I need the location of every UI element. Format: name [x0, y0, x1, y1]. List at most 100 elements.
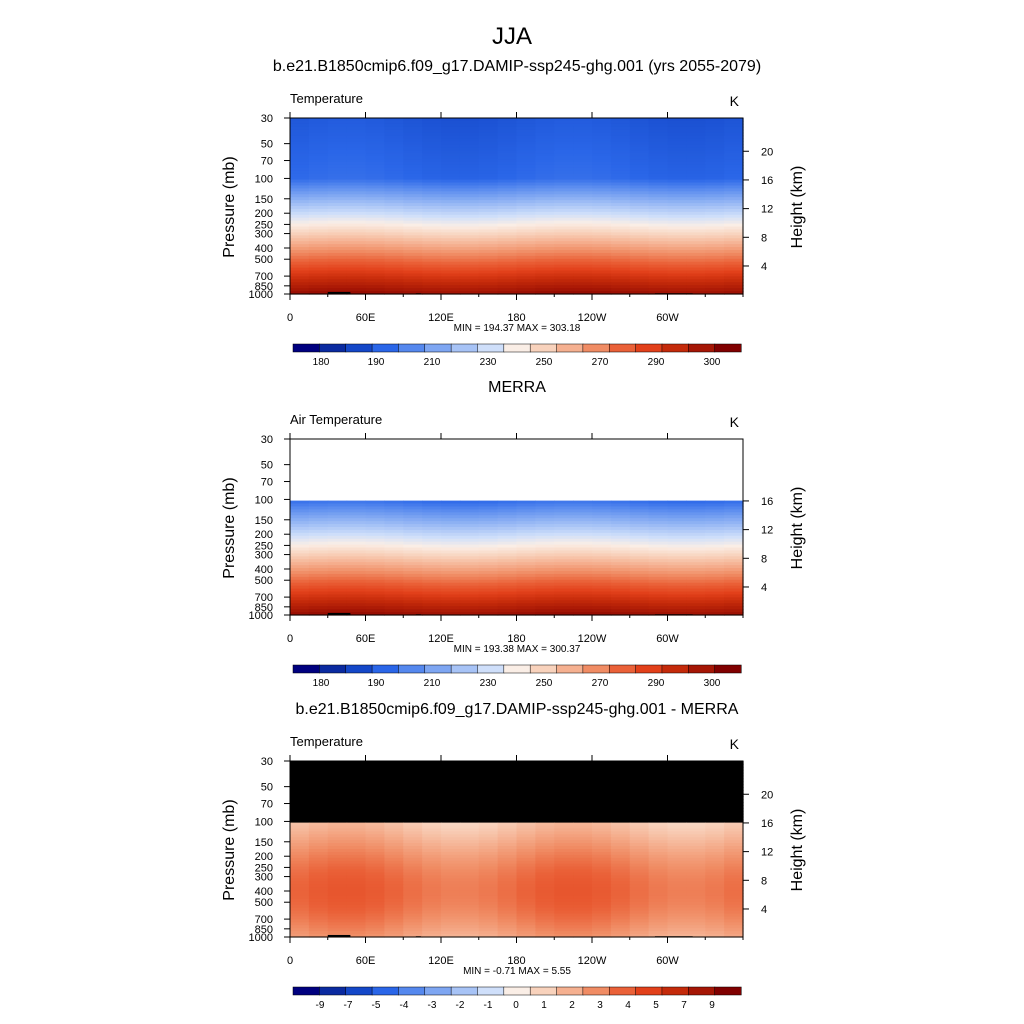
field-cell: [441, 255, 461, 260]
field-cell: [648, 819, 669, 824]
field-cell: [573, 150, 593, 154]
field-cell: [346, 898, 367, 903]
field-cell: [629, 840, 650, 844]
field-cell: [648, 807, 669, 812]
field-cell: [686, 890, 706, 894]
field-cell: [478, 509, 499, 513]
field-cell: [516, 276, 536, 280]
field-cell: [384, 441, 404, 446]
field-cell: [346, 203, 367, 207]
field-cell: [497, 527, 518, 531]
field-cell: [327, 497, 348, 502]
field-cell: [686, 497, 706, 502]
field-cell: [648, 156, 669, 160]
field-cell: [648, 474, 669, 478]
field-cell: [346, 524, 367, 528]
field-cell: [724, 439, 744, 443]
field-cell: [290, 252, 310, 257]
colorbar-swatch: [319, 986, 347, 996]
field-cell: [535, 474, 555, 478]
field-cell: [535, 468, 555, 472]
field-cell: [629, 129, 650, 134]
field-cell: [554, 840, 574, 844]
field-cell: [308, 860, 329, 865]
field-cell: [610, 141, 631, 145]
field-cell: [422, 893, 442, 897]
field-cell: [573, 913, 593, 918]
field-cell: [535, 802, 555, 806]
field-cell: [667, 188, 687, 192]
field-cell: [422, 441, 442, 446]
field-cell: [290, 459, 310, 464]
field-cell: [497, 579, 518, 584]
field-cell: [610, 188, 631, 192]
field-cell: [403, 270, 423, 275]
field-cell: [592, 796, 612, 800]
field-cell: [648, 787, 669, 791]
field-cell: [384, 550, 404, 554]
field-cell: [346, 796, 367, 800]
field-cell: [629, 250, 650, 254]
field-cell: [686, 480, 706, 484]
field-cell: [441, 200, 461, 204]
field-cell: [403, 597, 423, 601]
field-cell: [686, 185, 706, 189]
field-cell: [308, 480, 329, 484]
field-cell: [592, 194, 612, 198]
field-cell: [290, 118, 310, 122]
field-cell: [459, 787, 480, 791]
figure-title: JJA: [492, 23, 532, 50]
field-cell: [573, 763, 593, 768]
field-cell: [441, 238, 461, 242]
field-cell: [497, 288, 518, 292]
field-cell: [573, 273, 593, 277]
field-cell: [573, 895, 593, 900]
field-cell: [441, 456, 461, 461]
field-cell: [535, 491, 555, 496]
field-cell: [667, 129, 687, 134]
field-cell: [554, 153, 574, 157]
field-cell: [403, 544, 423, 549]
field-cell: [705, 167, 725, 172]
field-cell: [308, 544, 329, 549]
field-cell: [648, 790, 669, 794]
field-cell: [648, 556, 669, 560]
field-cell: [686, 763, 706, 768]
field-cell: [610, 807, 631, 812]
field-cell: [422, 571, 442, 575]
field-cell: [535, 170, 555, 175]
field-cell: [290, 491, 310, 496]
field-cell: [459, 238, 480, 242]
field-cell: [478, 766, 499, 771]
field-cell: [346, 474, 367, 478]
field-cell: [422, 916, 442, 920]
field-cell: [478, 913, 499, 918]
field-cell: [422, 529, 442, 534]
field-cell: [516, 556, 536, 560]
field-cell: [535, 220, 555, 225]
field-cell: [384, 132, 404, 137]
field-cell: [516, 769, 536, 774]
field-cell: [667, 179, 687, 184]
field-cell: [554, 156, 574, 160]
field-cell: [290, 532, 310, 537]
field-cell: [403, 849, 423, 853]
field-cell: [346, 872, 367, 876]
field-cell: [308, 235, 329, 239]
field-cell: [648, 875, 669, 879]
field-cell: [403, 194, 423, 198]
field-cell: [573, 866, 593, 871]
field-cell: [365, 532, 385, 537]
field-cell: [592, 840, 612, 844]
field-cell: [346, 126, 367, 131]
field-cell: [365, 901, 385, 906]
field-cell: [346, 819, 367, 824]
field-cell: [667, 211, 687, 216]
field-cell: [573, 606, 593, 610]
field-cell: [554, 235, 574, 239]
field-cell: [327, 144, 348, 148]
field-cell: [629, 279, 650, 283]
field-cell: [308, 255, 329, 260]
field-cell: [459, 813, 480, 818]
field-cell: [365, 118, 385, 122]
